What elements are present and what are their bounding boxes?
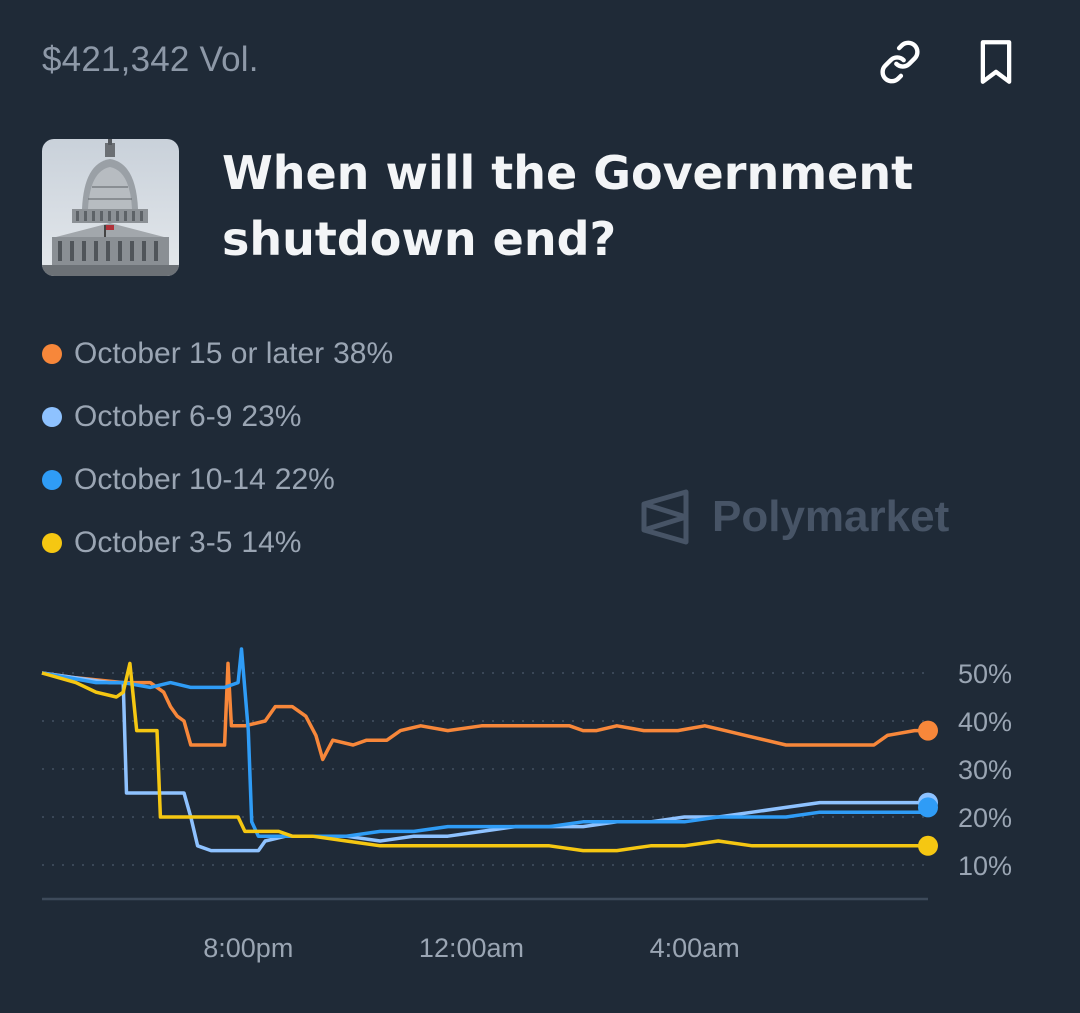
y-tick-label: 50% bbox=[958, 659, 1012, 689]
capitol-building-icon bbox=[42, 139, 179, 276]
outcome-legend: October 15 or later 38% October 6-9 23% … bbox=[42, 322, 393, 574]
y-tick-label: 40% bbox=[958, 707, 1012, 737]
legend-label: October 15 or later bbox=[74, 336, 325, 370]
series-endpoint bbox=[918, 835, 938, 856]
market-title: When will the Government shutdown end? bbox=[222, 146, 914, 266]
series-endpoint bbox=[918, 720, 938, 741]
bookmark-button[interactable] bbox=[972, 38, 1020, 86]
x-tick-label: 8:00pm bbox=[203, 933, 293, 963]
y-tick-label: 20% bbox=[958, 803, 1012, 833]
legend-dot bbox=[42, 406, 62, 427]
chart-series bbox=[41, 647, 938, 856]
legend-item-october-6-9: October 6-9 23% bbox=[42, 385, 393, 448]
copy-link-button[interactable] bbox=[876, 38, 924, 86]
legend-dot bbox=[42, 343, 62, 364]
legend-item-october-15-or-later: October 15 or later 38% bbox=[42, 322, 393, 385]
y-axis-ticks: 10% 20% 30% 40% 50% bbox=[958, 659, 1012, 881]
market-thumbnail bbox=[42, 139, 179, 276]
legend-value: 38% bbox=[333, 336, 394, 370]
legend-value: 23% bbox=[241, 399, 302, 433]
polymarket-logo-icon bbox=[641, 489, 689, 545]
price-history-chart[interactable]: 10% 20% 30% 40% 50% 8:00pm 12:00am 4:00am bbox=[0, 630, 1080, 1000]
polymarket-watermark: Polymarket bbox=[640, 488, 949, 546]
bookmark-icon bbox=[980, 40, 1012, 84]
watermark-text: Polymarket bbox=[712, 492, 950, 541]
legend-value: 14% bbox=[241, 525, 302, 559]
series-endpoint bbox=[918, 797, 938, 818]
legend-label: October 6-9 bbox=[74, 399, 233, 433]
link-icon bbox=[880, 40, 920, 84]
legend-label: October 3-5 bbox=[74, 525, 233, 559]
legend-item-october-3-5: October 3-5 14% bbox=[42, 511, 393, 574]
x-axis-ticks: 8:00pm 12:00am 4:00am bbox=[203, 933, 739, 963]
legend-value: 22% bbox=[274, 462, 335, 496]
market-volume: $421,342 Vol. bbox=[42, 40, 259, 79]
series-line bbox=[41, 661, 928, 762]
y-tick-label: 30% bbox=[958, 755, 1012, 785]
x-tick-label: 4:00am bbox=[650, 933, 740, 963]
legend-label: October 10-14 bbox=[74, 462, 266, 496]
legend-dot bbox=[42, 469, 62, 490]
chart-grid bbox=[42, 672, 928, 866]
x-tick-label: 12:00am bbox=[419, 933, 524, 963]
legend-dot bbox=[42, 532, 62, 553]
legend-item-october-10-14: October 10-14 22% bbox=[42, 448, 393, 511]
series-line bbox=[41, 647, 928, 838]
series-line bbox=[41, 671, 928, 853]
series-line bbox=[41, 661, 928, 853]
y-tick-label: 10% bbox=[958, 851, 1012, 881]
